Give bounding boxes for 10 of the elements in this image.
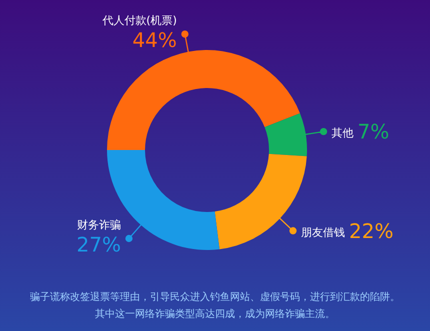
slice-label: 财务诈骗 (76, 218, 121, 232)
data-label: 27% (76, 232, 121, 257)
legend-label: 其他 (332, 126, 354, 140)
slice-label: 代人付款(机票) (101, 14, 177, 28)
slice-label: 朋友借钱 (301, 226, 346, 239)
data-label: 44% (132, 28, 177, 52)
data-label: 22% (349, 218, 394, 243)
text: 骗子谎称改签退票等理由，引导民众进入钓鱼网站、虚假号码，进行到汇款的陷阱。 (30, 291, 400, 303)
data-label: 7% (358, 120, 390, 144)
text: 其中这一网络诈骗类型高达四成，成为网络诈骗主流。 (95, 308, 335, 320)
